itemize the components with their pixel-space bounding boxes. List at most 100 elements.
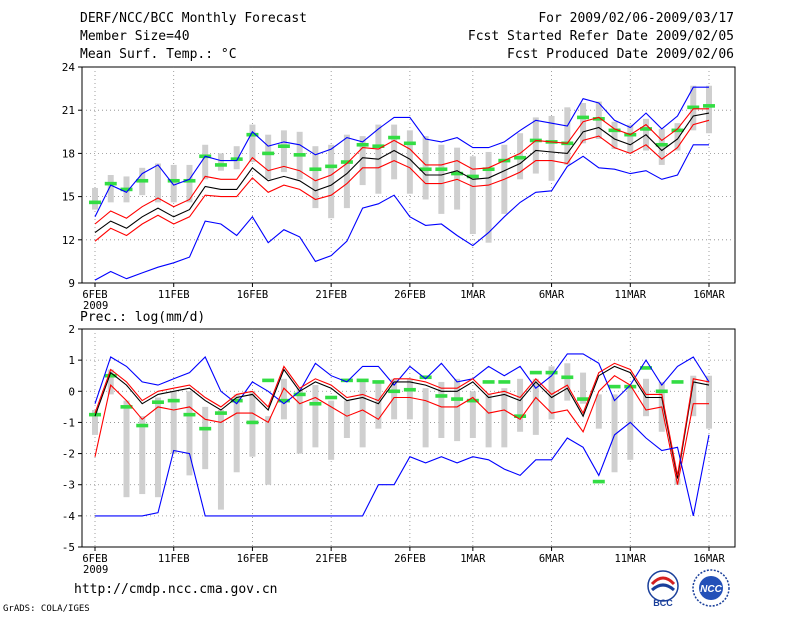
bcc-logo: BCC	[647, 570, 679, 608]
panel2-spread-bar	[690, 375, 697, 417]
panel2-spread-bar	[359, 381, 366, 448]
panel2-spread-bar	[611, 394, 618, 473]
panel1-spread-bar	[469, 156, 476, 235]
panel2-year-label: 2009	[83, 564, 108, 576]
panel1-obs-mark	[340, 160, 353, 164]
panel2-spread-bar	[406, 378, 413, 420]
panel2-ytick-label: -5	[62, 541, 75, 554]
panel1-spread-bar	[154, 163, 161, 203]
panel1-spread-bar	[343, 134, 350, 209]
panel2-xtick-label: 16MAR	[693, 553, 725, 565]
panel1-spread-bar	[265, 134, 272, 180]
panel2-spread-bar	[296, 388, 303, 454]
panel2-obs-mark	[136, 423, 149, 428]
panel2-obs-mark	[340, 378, 353, 383]
panel2-obs-mark	[388, 389, 401, 394]
panel2-obs-mark	[309, 401, 322, 406]
panel2-xtick-label: 26FEB	[394, 553, 426, 565]
panel2-spread-bar	[139, 416, 146, 495]
panel2-spread-bar	[485, 394, 492, 448]
panel1-spread-bar	[217, 153, 224, 171]
panel2-spread-bar	[154, 397, 161, 498]
panel2-obs-mark	[624, 384, 637, 389]
footer-url[interactable]: http://cmdp.ncc.cma.gov.cn	[74, 582, 278, 597]
panel2-obs-mark	[104, 373, 117, 378]
panel2-ytick-label: 2	[68, 323, 75, 336]
panel2-obs-mark	[482, 380, 495, 384]
panel1-obs-mark	[577, 115, 590, 120]
panel1-xtick-label: 1MAR	[460, 289, 486, 301]
panel2-spread-bar	[92, 409, 98, 435]
panel2-spread-bar	[265, 416, 272, 485]
panel1-spread-bar	[312, 146, 319, 209]
panel2-obs-mark	[451, 397, 464, 401]
panel2-xtick-label: 11MAR	[614, 553, 646, 565]
panel1-ytick-label: 9	[68, 277, 75, 290]
panel2-obs-mark	[514, 414, 527, 418]
panel1-ytick-label: 15	[62, 191, 75, 204]
panel1-spread-bar	[391, 124, 398, 180]
panel1-obs-mark	[703, 104, 715, 108]
panel2-obs-mark	[372, 380, 385, 384]
member-size: Member Size=40	[80, 29, 190, 44]
panel2-obs-mark	[655, 389, 668, 394]
panel2-line-upper	[94, 362, 710, 476]
panel2-spread-bar	[202, 406, 209, 470]
panel1-obs-mark	[167, 178, 180, 183]
panel1-obs-mark	[89, 200, 101, 205]
panel1-spread-bar	[328, 144, 335, 219]
panel1-obs-mark	[136, 178, 149, 183]
panel2-spread-bar	[186, 391, 193, 476]
panel1-ytick-label: 12	[62, 234, 75, 247]
panel1-spread-bar	[485, 151, 492, 243]
panel2-line-ens_mean	[94, 365, 710, 479]
panel1-obs-mark	[608, 128, 621, 133]
panel1-obs-mark	[655, 142, 668, 147]
panel1-obs-mark	[451, 171, 464, 176]
panel2-spread-bar	[343, 400, 350, 438]
forecast-period: For 2009/02/06-2009/03/17	[538, 11, 734, 26]
panel1-xtick-label: 26FEB	[394, 289, 426, 301]
panel1-spread-bar	[532, 117, 539, 174]
panel1-line-upper	[94, 108, 709, 225]
panel1-obs-mark	[514, 155, 527, 160]
panel1-obs-mark	[277, 144, 290, 148]
panel1-obs-mark	[214, 163, 227, 167]
panel1-obs-mark	[120, 187, 133, 192]
panel2-obs-mark	[183, 412, 196, 417]
panel2-line-lower	[94, 375, 709, 485]
panel2-spread-bar	[422, 388, 429, 448]
forecast-produced-date: Fcst Produced Date 2009/02/06	[507, 47, 734, 62]
panel2-frame	[81, 328, 736, 548]
ncc-logo: NCC	[692, 569, 730, 607]
svg-text:NCC: NCC	[700, 584, 722, 595]
panel1-obs-mark	[309, 167, 322, 172]
panel2-obs-mark	[293, 392, 306, 397]
panel2-xtick-label: 11FEB	[158, 553, 190, 565]
panel2-obs-mark	[561, 375, 574, 380]
panel2-obs-mark	[325, 395, 338, 400]
panel2-xtick-label: 16FEB	[237, 553, 269, 565]
panel1-obs-mark	[356, 142, 369, 147]
grads-credit: GrADS: COLA/IGES	[3, 604, 90, 614]
panel2-obs-mark	[230, 398, 243, 403]
panel2-obs-mark	[277, 398, 290, 403]
panel2-obs-mark	[419, 375, 432, 380]
panel2-spread-bar	[328, 400, 335, 460]
panel2-ytick-label: -1	[62, 416, 75, 429]
panel2-spread-bar	[706, 375, 712, 429]
panel1-obs-mark	[183, 178, 196, 183]
panel1-spread-bar	[107, 175, 114, 203]
panel1-obs-mark	[262, 151, 275, 156]
panel1-spread-bar	[202, 144, 209, 180]
panel2-spread-bar	[580, 372, 587, 404]
panel1-line-ens_mean	[94, 112, 710, 234]
panel1-obs-mark	[388, 135, 401, 140]
panel1-obs-mark	[230, 157, 243, 161]
panel2-obs-mark	[199, 426, 212, 431]
panel2-line-min	[95, 421, 710, 517]
panel1-obs-mark	[293, 153, 306, 157]
chart-title: DERF/NCC/BCC Monthly Forecast	[80, 11, 307, 26]
panel1-spread-bar	[627, 124, 634, 154]
